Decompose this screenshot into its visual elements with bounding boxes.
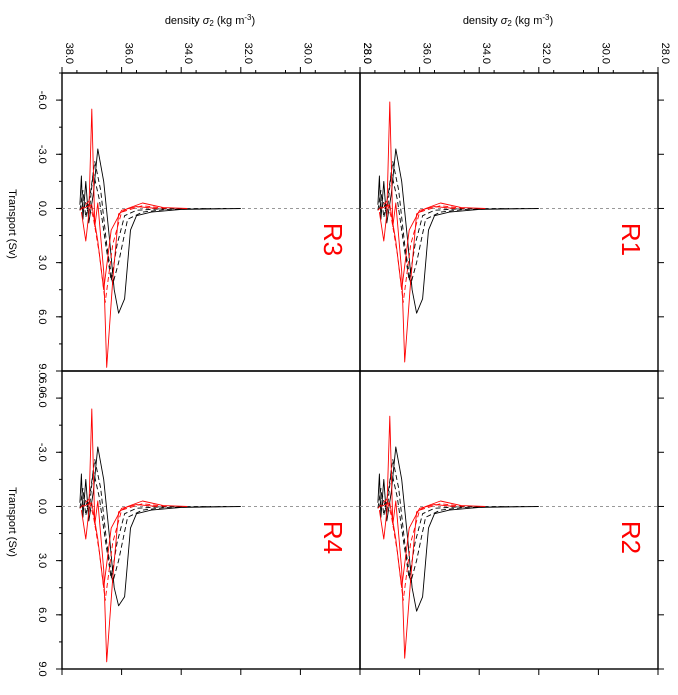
- density-tick-label: 38.0: [63, 43, 75, 64]
- density-tick-label: 32.0: [242, 43, 254, 64]
- panel-frame-R3: [61, 72, 361, 372]
- transport-tick-label: 6.0: [36, 309, 48, 324]
- series-line-R1-5: [380, 204, 456, 291]
- series-line-R3-4: [79, 200, 167, 303]
- transport-tick-label: 9.0: [36, 363, 48, 378]
- panel-frame-R2: [359, 370, 659, 670]
- transport-tick-label: 9.0: [36, 661, 48, 676]
- density-tick-label: 34.0: [182, 43, 194, 64]
- transport-tick-label: 0.0: [36, 499, 48, 514]
- panels-layer: 38.0 36.0 34.0 32.0 30.0 28.0 28.0 36.0 34.0 32.0…: [36, 43, 671, 677]
- series-line-R2-2: [378, 469, 510, 580]
- transport-tick-label: -6.0: [36, 91, 48, 110]
- series-line-R2-3: [378, 415, 486, 659]
- panel-label-R3: R3: [318, 223, 348, 256]
- density-tick-label: 30.0: [599, 43, 611, 64]
- density-tick-label: 36.0: [123, 43, 135, 64]
- panel-label-R1: R1: [616, 223, 646, 256]
- density-tick-label: 28.0: [361, 43, 373, 64]
- series-line-R4-5: [82, 502, 158, 589]
- series-line-R3-5: [82, 204, 158, 291]
- density-tick-label: 30.0: [301, 43, 313, 64]
- transport-tick-label-extra: 6.0: [36, 377, 48, 392]
- series-line-R1-3: [378, 101, 486, 363]
- series-line-R1-1: [377, 161, 524, 285]
- transport-tick-label: -6.0: [36, 389, 48, 408]
- density-tick-label: 28.0: [361, 43, 373, 64]
- series-line-R2-4: [377, 498, 465, 601]
- left-axis-title-top: Transport (Sv): [6, 189, 18, 259]
- top-axis-title-right: density σ2 (kg m-3): [463, 13, 553, 28]
- series-line-R4-1: [79, 459, 226, 583]
- panel-frame-R4: [61, 370, 361, 670]
- transport-tick-label: 3.0: [36, 255, 48, 270]
- transport-tick-label: -3.0: [36, 145, 48, 164]
- series-line-R2-1: [377, 459, 524, 583]
- panel-label-R4: R4: [318, 521, 348, 554]
- series-line-R3-2: [80, 171, 212, 282]
- transport-tick-label: 6.0: [36, 607, 48, 622]
- series-line-R4-2: [80, 469, 212, 580]
- density-tick-label: 36.0: [421, 43, 433, 64]
- series-line-R4-4: [79, 498, 167, 601]
- series-line-R1-2: [378, 171, 510, 282]
- series-line-R1-4: [377, 200, 465, 303]
- density-tick-label: 34.0: [480, 43, 492, 64]
- series-line-R2-5: [380, 502, 456, 589]
- left-axis-title-bottom: Transport (Sv): [6, 487, 18, 557]
- transport-tick-label: -3.0: [36, 443, 48, 462]
- density-tick-label: 32.0: [540, 43, 552, 64]
- density-tick-label: 28.0: [659, 43, 671, 64]
- series-line-R4-3: [80, 408, 188, 663]
- series-line-R3-1: [79, 161, 226, 285]
- transport-tick-label: 0.0: [36, 201, 48, 216]
- series-line-R3-3: [80, 108, 188, 368]
- transport-tick-label: 3.0: [36, 553, 48, 568]
- panel-label-R2: R2: [616, 521, 646, 554]
- panel-frame-R1: [359, 72, 659, 372]
- top-axis-title-left: density σ2 (kg m-3): [165, 13, 255, 28]
